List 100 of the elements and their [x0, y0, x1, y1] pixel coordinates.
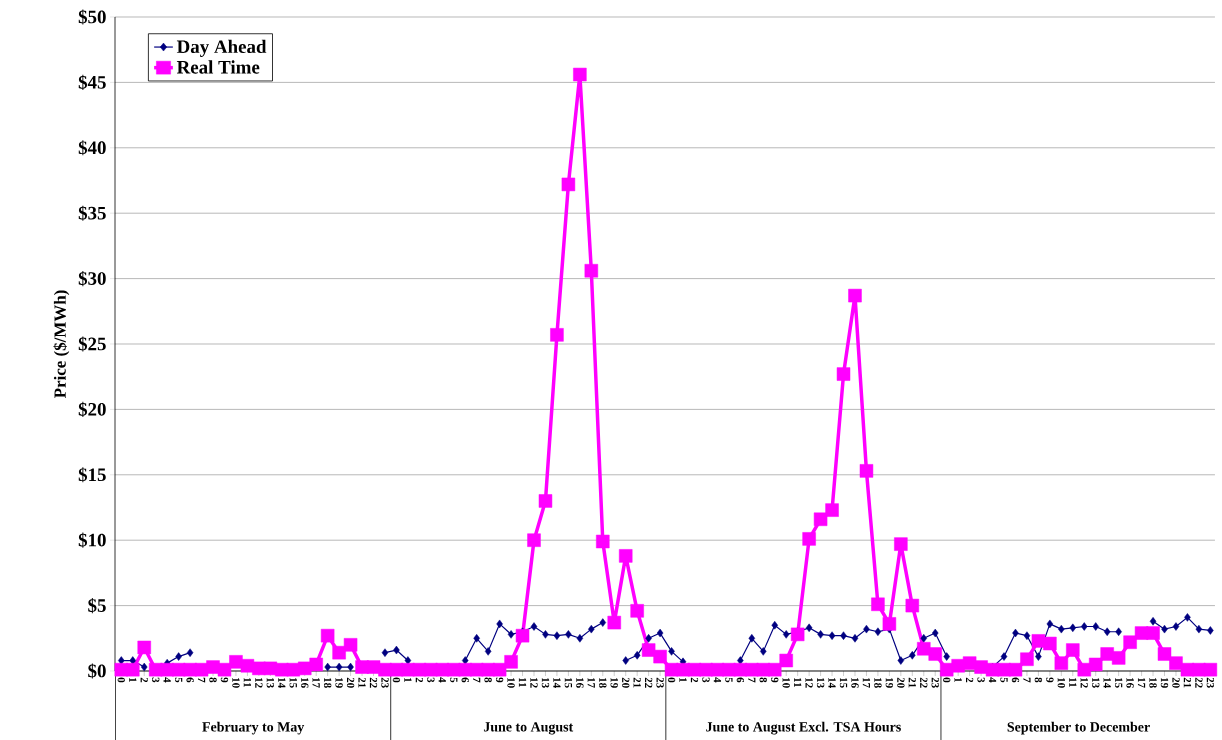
x-tick-label: 19 — [885, 677, 894, 688]
x-tick-label: 4 — [163, 677, 171, 683]
x-tick-label: 17 — [1137, 677, 1146, 688]
x-tick-label: 1 — [129, 677, 137, 682]
x-tick-label: 16 — [301, 677, 309, 688]
x-tick-label: 14 — [828, 677, 836, 688]
x-tick-label: 7 — [473, 677, 481, 683]
x-tick-label: 21 — [908, 677, 916, 688]
x-tick-label: 16 — [851, 677, 859, 688]
x-tick-label: 2 — [690, 677, 699, 682]
x-tick-label: 10 — [1057, 677, 1066, 688]
text: June to August Excl. TSA Hours — [706, 721, 901, 735]
x-tick-label: 4 — [988, 677, 997, 683]
x-tick-label: 5 — [174, 677, 183, 683]
x-tick-label: 1 — [954, 677, 962, 682]
x-tick-label: 0 — [117, 677, 125, 683]
x-tick-label: 20 — [897, 677, 905, 688]
y-tick-label: $0 — [88, 663, 106, 679]
x-tick-label: 0 — [667, 677, 676, 683]
x-tick-label: 18 — [599, 677, 607, 688]
x-tick-label: 2 — [966, 677, 974, 682]
x-tick-label: 12 — [1080, 677, 1088, 688]
x-tick-label: 3 — [977, 677, 985, 683]
y-tick-label: $5 — [88, 597, 106, 613]
y-tick-label: $40 — [78, 140, 106, 156]
x-tick-label: 15 — [1114, 677, 1123, 688]
x-tick-label: 22 — [920, 677, 928, 688]
x-tick-label: 21 — [1183, 677, 1192, 688]
x-tick-label: 19 — [610, 677, 618, 688]
x-tick-label: 22 — [369, 677, 378, 688]
y-tick-label: $10 — [78, 532, 106, 548]
text: September to December — [1007, 721, 1150, 735]
x-tick-label: 5 — [450, 677, 458, 683]
x-tick-label: 6 — [186, 677, 194, 683]
x-tick-label: 4 — [713, 677, 722, 683]
legend-label: Real Time — [176, 60, 260, 74]
y-tick-label: $35 — [78, 205, 106, 221]
x-tick-label: 2 — [140, 677, 148, 682]
x-tick-label: 0 — [392, 677, 401, 683]
x-tick-label: 14 — [1103, 677, 1111, 688]
y-tick-label: $20 — [78, 401, 106, 417]
x-tick-label: 23 — [656, 677, 664, 688]
x-tick-label: 15 — [839, 677, 848, 688]
x-tick-label: 3 — [427, 677, 435, 683]
x-tick-label: 8 — [484, 677, 492, 683]
legend-label: Day Ahead — [176, 39, 267, 57]
x-tick-label: 11 — [1069, 677, 1077, 687]
x-tick-label: 15 — [289, 677, 297, 688]
x-tick-label: 7 — [197, 677, 206, 683]
x-tick-label: 8 — [1034, 677, 1043, 683]
x-tick-label: 13 — [816, 677, 825, 688]
x-tick-label: 17 — [587, 677, 595, 688]
x-tick-label: 14 — [553, 677, 561, 688]
x-tick-label: 6 — [1011, 677, 1020, 683]
x-tick-label: 18 — [874, 677, 882, 688]
x-tick-label: 10 — [782, 677, 790, 688]
x-tick-label: 11 — [243, 677, 252, 687]
x-tick-label: 23 — [931, 677, 939, 688]
x-tick-label: 22 — [645, 677, 653, 688]
x-tick-label: 7 — [1023, 677, 1031, 683]
x-tick-label: 8 — [759, 677, 767, 683]
x-tick-label: 11 — [794, 677, 802, 687]
x-tick-label: 1 — [404, 677, 412, 682]
x-tick-label: 11 — [518, 677, 527, 687]
x-tick-label: 9 — [771, 677, 779, 683]
x-tick-label: 23 — [381, 677, 389, 688]
x-tick-label: 12 — [530, 677, 538, 688]
x-tick-label: 21 — [358, 677, 366, 688]
x-tick-label: 1 — [679, 677, 687, 682]
x-tick-label: 17 — [312, 677, 320, 688]
x-tick-label: 6 — [736, 677, 745, 683]
x-tick-label: 7 — [748, 677, 756, 683]
x-tick-label: 23 — [1206, 677, 1215, 688]
x-tick-label: 20 — [622, 677, 630, 688]
x-tick-label: 17 — [862, 677, 871, 688]
x-tick-label: 10 — [232, 677, 240, 688]
x-tick-label: 8 — [209, 677, 217, 683]
x-tick-label: 22 — [1195, 677, 1203, 688]
x-tick-label: 5 — [1000, 677, 1008, 683]
y-tick-label: $25 — [78, 336, 106, 352]
x-tick-label: 20 — [1172, 677, 1180, 688]
x-tick-label: 13 — [266, 677, 275, 688]
x-tick-label: 19 — [335, 677, 343, 688]
x-tick-label: 13 — [541, 677, 550, 688]
x-tick-label: 3 — [702, 677, 710, 683]
y-tick-label: $30 — [78, 270, 106, 286]
x-tick-label: 14 — [278, 677, 286, 688]
y-tick-label: $50 — [78, 9, 106, 25]
x-tick-label: 2 — [415, 677, 423, 682]
x-tick-label: 9 — [495, 677, 504, 683]
x-tick-label: 16 — [576, 677, 584, 688]
x-tick-label: 18 — [1149, 677, 1157, 688]
x-tick-label: 5 — [725, 677, 733, 683]
x-tick-label: 6 — [461, 677, 469, 683]
x-tick-label: 0 — [943, 677, 951, 683]
y-tick-label: $15 — [78, 467, 106, 483]
x-tick-label: 16 — [1126, 677, 1134, 688]
text: June to August — [483, 721, 574, 735]
x-tick-label: 10 — [507, 677, 515, 688]
x-tick-label: 18 — [323, 677, 332, 688]
